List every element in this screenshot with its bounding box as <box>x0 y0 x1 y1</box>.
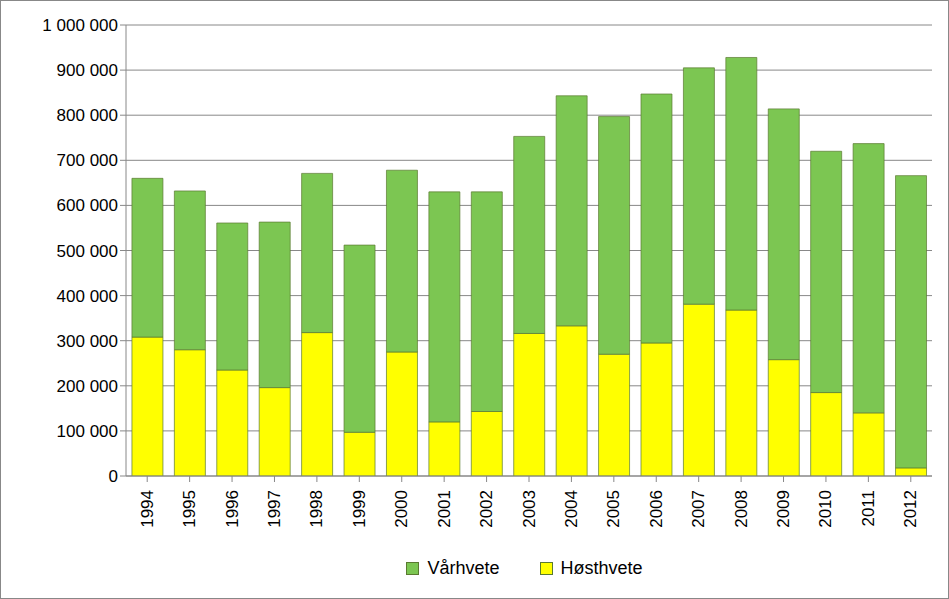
svg-text:2003: 2003 <box>520 490 539 528</box>
svg-text:0: 0 <box>109 467 118 486</box>
svg-text:2011: 2011 <box>859 490 878 527</box>
svg-text:2007: 2007 <box>689 490 708 528</box>
svg-text:1997: 1997 <box>265 490 284 528</box>
svg-text:1999: 1999 <box>350 490 369 528</box>
html-text:Vårhvete: Vårhvete <box>427 558 500 578</box>
svg-text:2001: 2001 <box>435 490 454 528</box>
svg-text:2000: 2000 <box>392 490 411 528</box>
svg-text:1 000 000: 1 000 000 <box>42 16 118 35</box>
svg-text:600 000: 600 000 <box>57 196 118 215</box>
svg-text:2005: 2005 <box>604 490 623 528</box>
svg-text:1995: 1995 <box>180 490 199 528</box>
svg-text:2006: 2006 <box>647 490 666 528</box>
svg-text:100 000: 100 000 <box>57 422 118 441</box>
svg-text:800 000: 800 000 <box>57 106 118 125</box>
svg-text:2004: 2004 <box>562 490 581 528</box>
svg-text:2008: 2008 <box>732 490 751 528</box>
svg-text:700 000: 700 000 <box>57 151 118 170</box>
svg-text:1996: 1996 <box>223 490 242 528</box>
svg-text:2009: 2009 <box>774 490 793 528</box>
svg-text:2012: 2012 <box>901 490 920 528</box>
svg-text:1998: 1998 <box>307 490 326 528</box>
svg-text:2010: 2010 <box>816 490 835 528</box>
svg-text:400 000: 400 000 <box>57 287 118 306</box>
svg-text:2002: 2002 <box>477 490 496 528</box>
html-text:Høsthvete: Høsthvete <box>560 558 643 578</box>
svg-text:1994: 1994 <box>138 490 157 528</box>
svg-text:900 000: 900 000 <box>57 61 118 80</box>
svg-text:300 000: 300 000 <box>57 332 118 351</box>
svg-text:200 000: 200 000 <box>57 377 118 396</box>
svg-text:500 000: 500 000 <box>57 242 118 261</box>
